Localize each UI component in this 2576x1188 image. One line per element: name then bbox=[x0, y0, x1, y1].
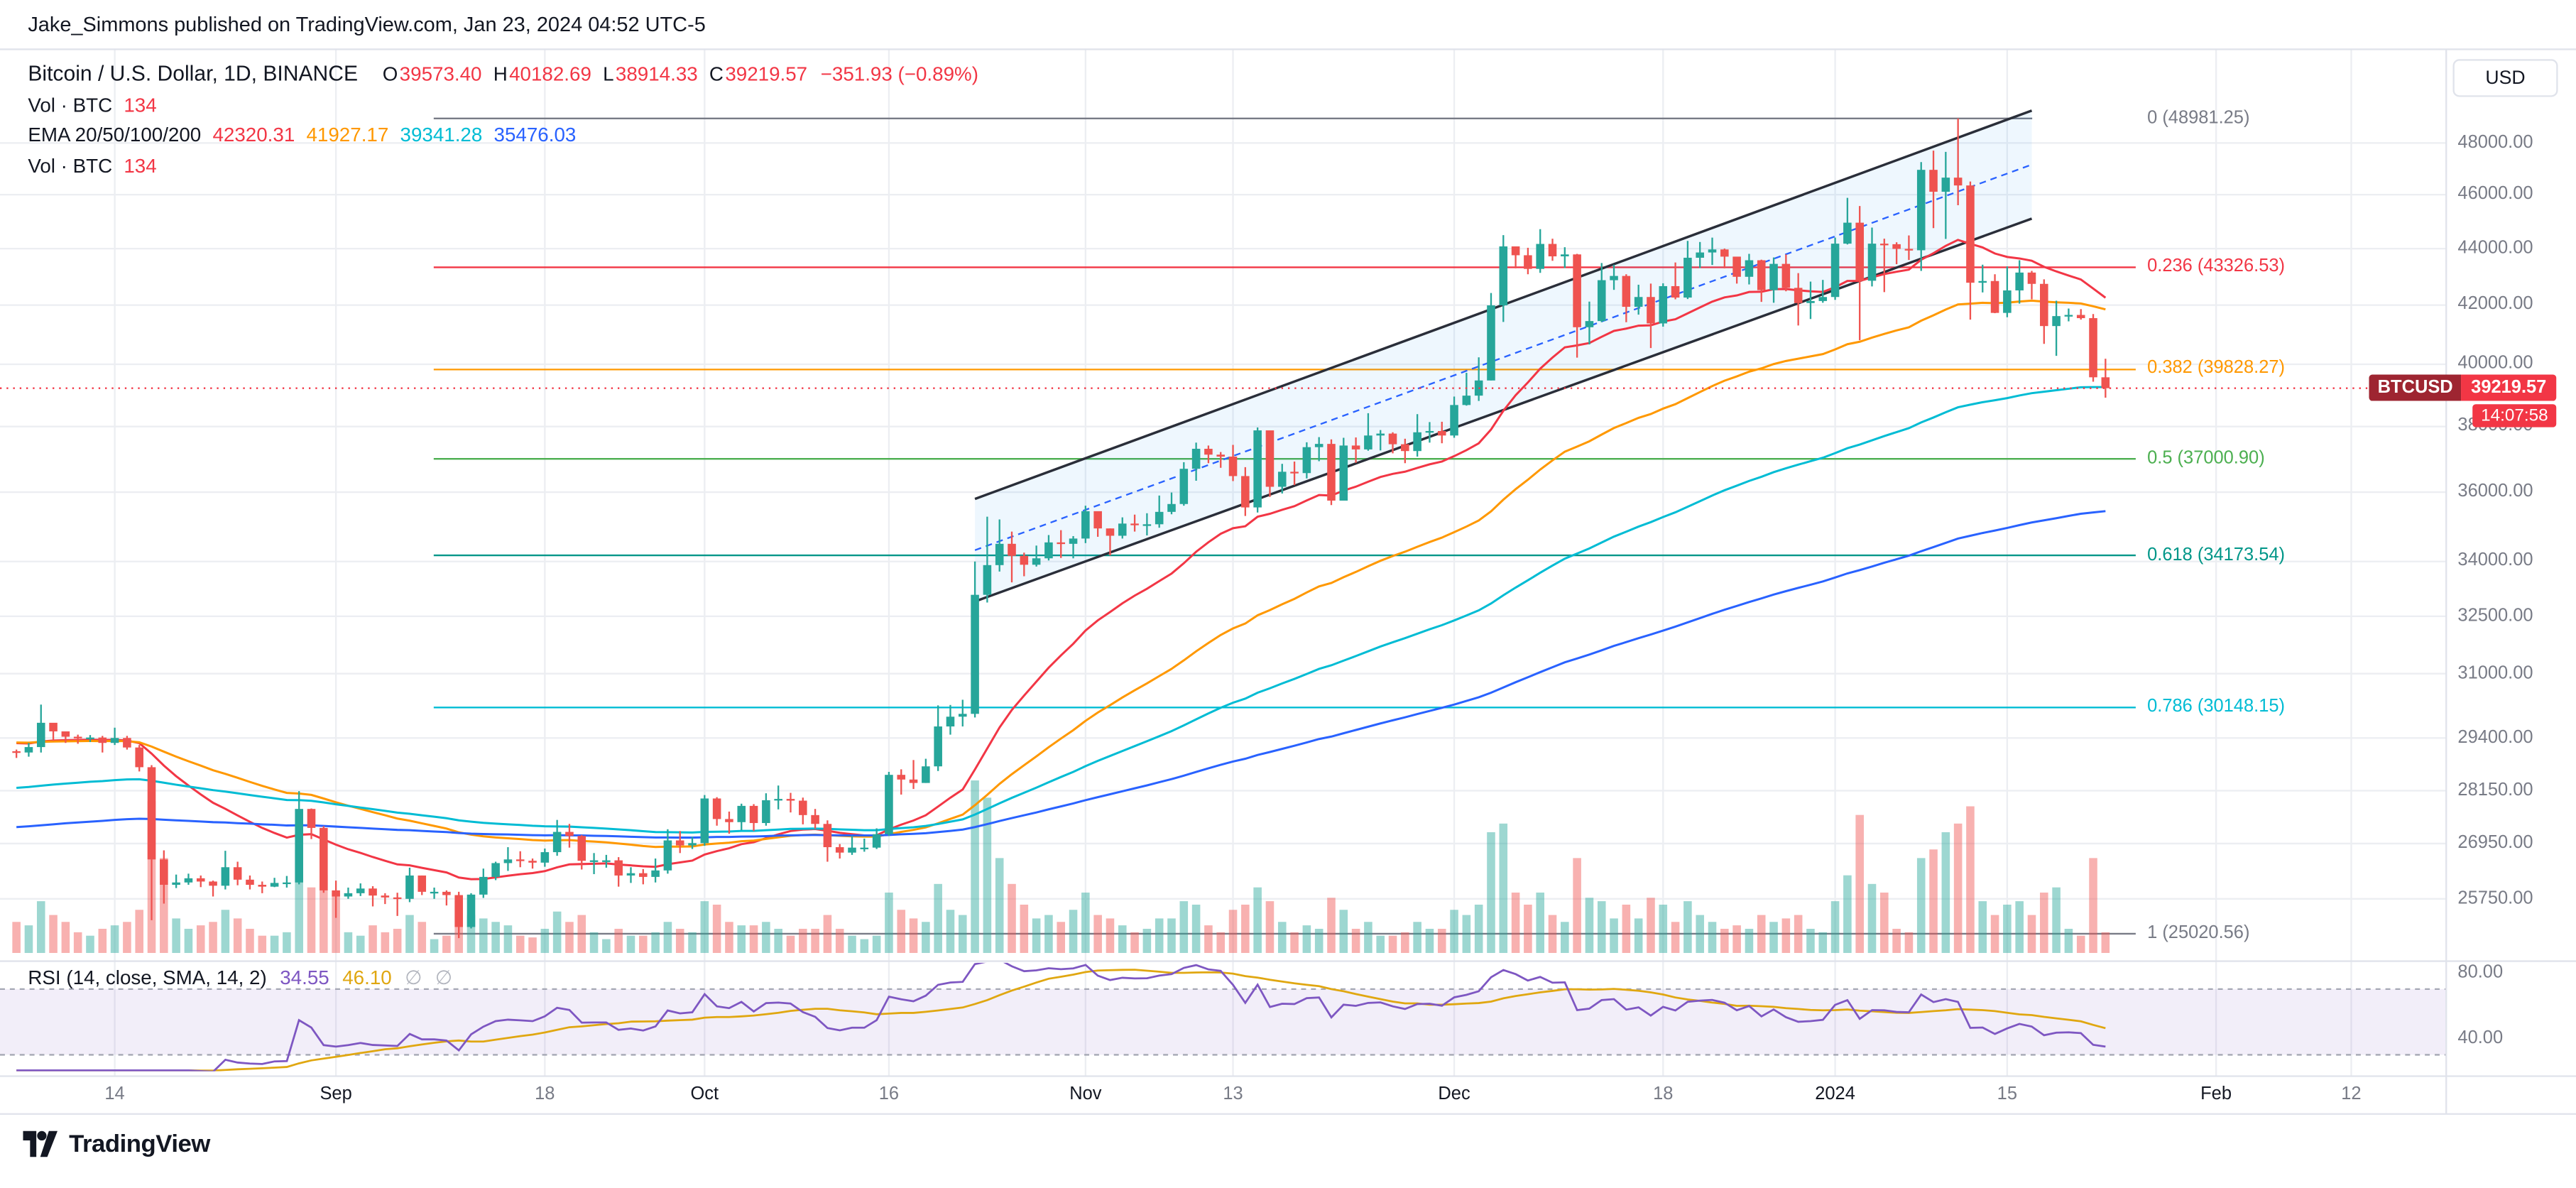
volume-legend-row: Vol · BTC 134 bbox=[28, 89, 978, 120]
attribution-text: Jake_Simmons published on TradingView.co… bbox=[28, 13, 706, 36]
ema20-value: 42320.31 bbox=[212, 123, 295, 146]
channel-fill bbox=[975, 110, 2032, 601]
volume-legend-row-2: Vol · BTC 134 bbox=[28, 151, 978, 181]
volume-legend-label-2[interactable]: Vol · BTC bbox=[28, 153, 113, 177]
rsi-layer bbox=[16, 962, 2106, 1072]
open-label: O bbox=[382, 62, 398, 86]
attribution-bar: Jake_Simmons published on TradingView.co… bbox=[28, 13, 705, 36]
close-label: C bbox=[709, 62, 724, 86]
ema-layer bbox=[16, 239, 2107, 881]
symbol-title[interactable]: Bitcoin / U.S. Dollar, 1D, BINANCE bbox=[28, 60, 359, 86]
ema200-value: 35476.03 bbox=[493, 123, 577, 146]
pane-borders bbox=[0, 48, 2576, 1115]
fib-lines-layer bbox=[433, 117, 2136, 935]
chart-legend: Bitcoin / U.S. Dollar, 1D, BINANCE O 39573… bbox=[28, 59, 978, 180]
close-value: 39219.57 bbox=[725, 62, 808, 86]
ema100-value: 39341.28 bbox=[400, 123, 483, 146]
last-price-badge: BTCUSD 39219.57 14:07:58 bbox=[2369, 374, 2557, 427]
ema-legend-row: EMA 20/50/100/200 42320.31 41927.17 39341.2… bbox=[28, 120, 978, 151]
ema-legend-label[interactable]: EMA 20/50/100/200 bbox=[28, 123, 202, 146]
high-label: H bbox=[493, 62, 508, 86]
rsi-legend-label[interactable]: RSI (14, close, SMA, 14, 2) bbox=[28, 966, 267, 989]
badge-countdown: 14:07:58 bbox=[2472, 403, 2557, 427]
volume-legend-value: 134 bbox=[124, 92, 157, 116]
tradingview-wordmark[interactable]: TradingView bbox=[69, 1130, 210, 1159]
footer-bar: TradingView bbox=[23, 1130, 210, 1158]
volume-legend-label[interactable]: Vol · BTC bbox=[28, 92, 113, 116]
high-value: 40182.69 bbox=[509, 62, 591, 86]
change-value: −351.93 (−0.89%) bbox=[820, 62, 978, 86]
candles-layer bbox=[12, 118, 2110, 939]
currency-toggle-button[interactable]: USD bbox=[2452, 59, 2558, 97]
ema50-value: 41927.17 bbox=[306, 123, 389, 146]
low-label: L bbox=[603, 62, 614, 86]
empty-value-icon: ∅ bbox=[435, 966, 453, 989]
rsi-value: 34.55 bbox=[280, 966, 329, 989]
rsi-ma-value: 46.10 bbox=[342, 966, 392, 989]
tradingview-logo-icon[interactable] bbox=[23, 1130, 58, 1158]
last-price-row: BTCUSD 39219.57 bbox=[2369, 374, 2557, 401]
empty-value-icon: ∅ bbox=[405, 966, 422, 989]
open-value: 39573.40 bbox=[399, 62, 482, 86]
volume-layer bbox=[12, 780, 2110, 953]
volume-legend-value-2: 134 bbox=[124, 153, 157, 177]
badge-symbol: BTCUSD bbox=[2369, 374, 2462, 401]
symbol-legend-row: Bitcoin / U.S. Dollar, 1D, BINANCE O 39573… bbox=[28, 59, 978, 89]
low-value: 38914.33 bbox=[615, 62, 698, 86]
rsi-legend-row: RSI (14, close, SMA, 14, 2) 34.55 46.10 ∅ ∅ bbox=[28, 966, 452, 989]
rsi-band bbox=[0, 988, 2447, 1055]
countdown-row: 14:07:58 bbox=[2369, 400, 2557, 427]
grid-layer bbox=[0, 49, 2447, 1077]
badge-price: 39219.57 bbox=[2461, 374, 2557, 401]
